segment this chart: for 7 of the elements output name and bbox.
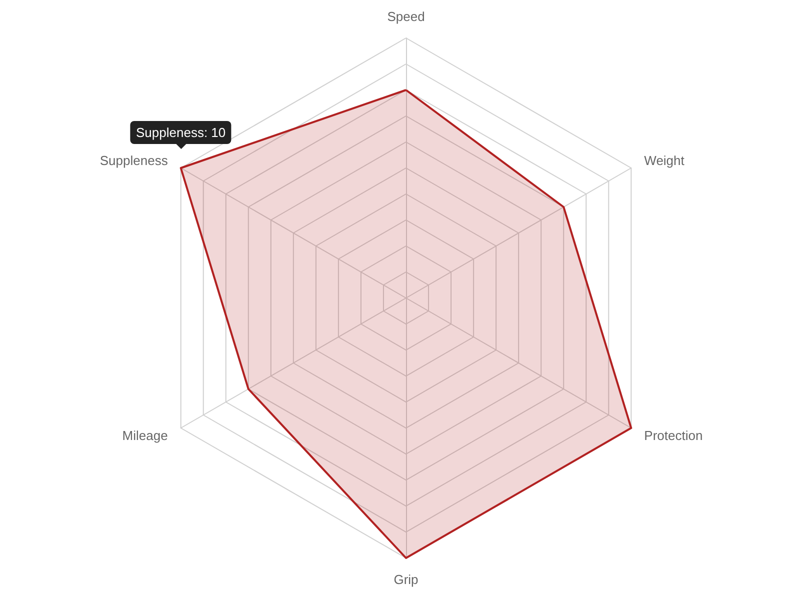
spoke-label: Mileage	[122, 428, 168, 443]
spoke-label: Speed	[387, 9, 425, 24]
spoke-label: Protection	[644, 428, 703, 443]
spoke-label: Suppleness	[100, 153, 168, 168]
text: Suppleness: 10	[136, 125, 226, 140]
spoke-label: Weight	[644, 153, 685, 168]
spoke-label: Grip	[394, 572, 418, 587]
